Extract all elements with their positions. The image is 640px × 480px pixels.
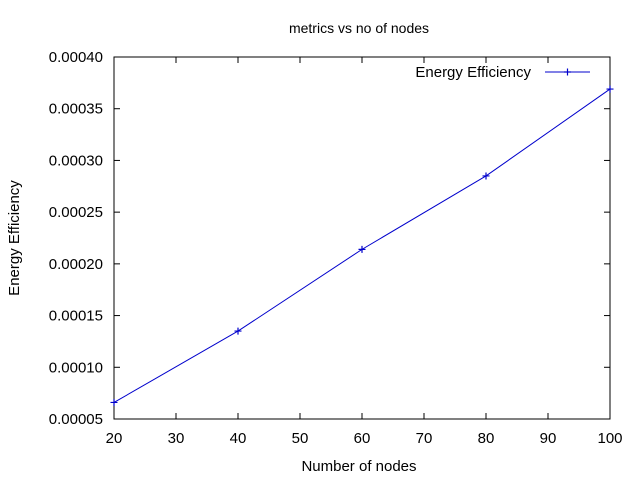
- x-tick-label: 40: [230, 430, 247, 447]
- series-line: [113, 88, 611, 403]
- y-tick-label: 0.00025: [49, 204, 103, 221]
- data-point-marker: [234, 327, 242, 335]
- legend-marker: [564, 68, 571, 76]
- legend-label: Energy Efficiency: [415, 64, 531, 81]
- y-axis-label: Energy Efficiency: [6, 180, 23, 296]
- y-tick-label: 0.00035: [49, 101, 103, 118]
- x-tick-label: 30: [168, 430, 185, 447]
- x-axis-label: Number of nodes: [301, 458, 416, 475]
- chart-title: metrics vs no of nodes: [289, 20, 429, 36]
- data-point-marker: [358, 245, 366, 253]
- legend: Energy Efficiency: [415, 64, 590, 81]
- x-tick-label: 60: [354, 430, 371, 447]
- y-tick-label: 0.00030: [49, 152, 103, 169]
- x-tick-label: 90: [540, 430, 557, 447]
- y-tick-label: 0.00015: [49, 308, 103, 325]
- y-tick-label: 0.00005: [49, 411, 103, 428]
- x-tick-label: 20: [106, 430, 123, 447]
- y-tick-label: 0.00020: [49, 256, 103, 273]
- x-tick-label: 80: [478, 430, 495, 447]
- y-tick-label: 0.00010: [49, 359, 103, 376]
- x-tick-label: 70: [416, 430, 433, 447]
- data-point-marker: [110, 398, 118, 406]
- data-point-marker: [606, 85, 614, 93]
- x-axis-ticks: 20 30 40 50 60 70 80 90 100: [106, 57, 623, 447]
- series-layer: [110, 85, 614, 406]
- y-tick-label: 0.00040: [49, 49, 103, 66]
- plot-frame: [113, 56, 611, 420]
- x-tick-label: 50: [292, 430, 309, 447]
- x-tick-label: 100: [597, 430, 622, 447]
- data-point-marker: [482, 172, 490, 180]
- y-axis-ticks: 0.00005 0.00010 0.00015 0.00020 0.00025 0.000…: [49, 49, 610, 428]
